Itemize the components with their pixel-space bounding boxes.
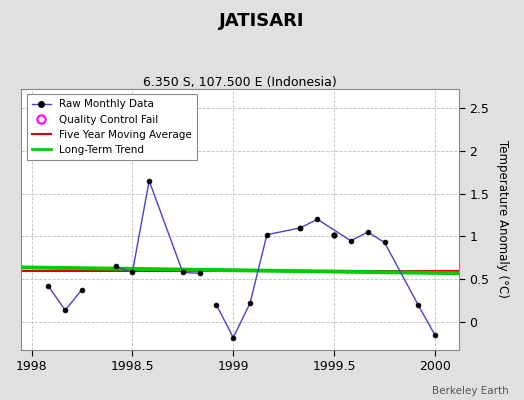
Legend: Raw Monthly Data, Quality Control Fail, Five Year Moving Average, Long-Term Tren: Raw Monthly Data, Quality Control Fail, … (27, 94, 197, 160)
Y-axis label: Temperature Anomaly (°C): Temperature Anomaly (°C) (496, 140, 509, 298)
Text: JATISARI: JATISARI (219, 12, 305, 30)
Title: 6.350 S, 107.500 E (Indonesia): 6.350 S, 107.500 E (Indonesia) (144, 76, 337, 89)
Text: Berkeley Earth: Berkeley Earth (432, 386, 508, 396)
